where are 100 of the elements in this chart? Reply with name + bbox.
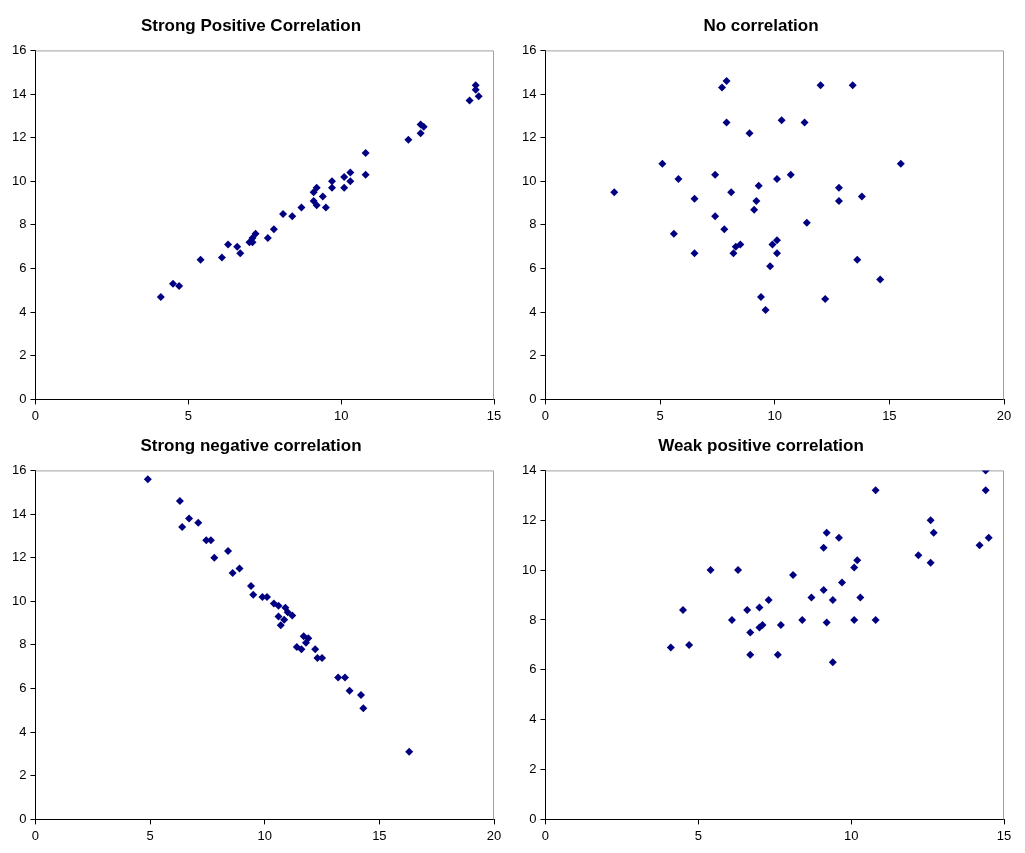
point <box>416 129 425 138</box>
chart-title: Strong Positive Correlation <box>140 15 362 35</box>
y-tick-label: 0 <box>19 390 27 406</box>
point <box>727 615 736 624</box>
point <box>729 249 738 258</box>
y-tick-label: 10 <box>11 592 27 608</box>
point <box>404 135 413 144</box>
point <box>217 253 226 262</box>
point <box>807 593 816 602</box>
point <box>745 129 754 138</box>
point <box>711 212 720 221</box>
point <box>834 533 843 542</box>
point <box>754 181 763 190</box>
point <box>850 615 859 624</box>
x-tick-label: 5 <box>184 407 192 423</box>
point <box>327 177 336 186</box>
point <box>914 551 923 560</box>
point <box>194 518 203 527</box>
x-tick-label: 0 <box>541 407 550 423</box>
point <box>706 566 715 575</box>
point <box>828 658 837 667</box>
point <box>690 194 699 203</box>
x-tick-label: 10 <box>767 407 782 423</box>
point <box>766 262 775 271</box>
point <box>345 686 354 695</box>
point <box>251 229 260 238</box>
x-tick-label: 20 <box>486 827 502 843</box>
point <box>156 292 165 301</box>
x-tick-label: 15 <box>882 407 897 423</box>
point <box>736 240 745 249</box>
point <box>361 170 370 179</box>
point <box>750 205 759 214</box>
point <box>679 606 688 614</box>
point <box>984 533 993 542</box>
y-tick-label: 8 <box>529 216 537 232</box>
y-tick-label: 12 <box>521 129 537 145</box>
point <box>727 188 736 197</box>
point <box>837 578 846 587</box>
point <box>283 608 292 617</box>
point <box>334 673 343 682</box>
point <box>321 203 330 212</box>
point <box>929 528 938 537</box>
y-tick-label: 0 <box>19 810 27 826</box>
point <box>666 643 675 652</box>
point <box>233 242 242 251</box>
y-tick-label: 14 <box>521 461 537 477</box>
y-tick-label: 12 <box>521 511 537 527</box>
point <box>669 229 678 238</box>
point <box>876 275 885 284</box>
y-tick-label: 4 <box>529 303 537 319</box>
point <box>853 255 862 264</box>
point <box>357 691 366 700</box>
point <box>816 81 825 90</box>
point <box>800 118 809 127</box>
point <box>802 218 811 227</box>
point <box>850 563 859 572</box>
point <box>743 606 752 614</box>
point <box>720 225 729 234</box>
y-tick-label: 8 <box>19 216 27 232</box>
y-tick-label: 16 <box>11 461 27 477</box>
y-tick-label: 14 <box>11 505 27 521</box>
x-tick-label: 10 <box>333 407 349 423</box>
x-tick-label: 0 <box>31 827 40 843</box>
y-tick-label: 16 <box>521 41 537 57</box>
point <box>178 523 187 532</box>
point <box>777 116 786 125</box>
point <box>340 183 349 192</box>
point <box>297 645 306 654</box>
point <box>175 281 184 290</box>
y-tick-label: 2 <box>529 347 537 363</box>
y-tick-label: 12 <box>11 549 27 565</box>
y-tick-label: 4 <box>19 723 27 739</box>
point <box>288 212 297 221</box>
y-tick-label: 14 <box>11 85 27 101</box>
y-tick-label: 6 <box>529 260 537 276</box>
point <box>299 632 308 641</box>
point <box>269 599 278 608</box>
point <box>269 225 278 234</box>
point <box>210 553 219 562</box>
y-tick-label: 0 <box>529 390 537 406</box>
point <box>768 240 777 249</box>
point <box>236 249 245 258</box>
x-tick-label: 10 <box>843 827 859 843</box>
y-tick-label: 2 <box>529 761 537 777</box>
x-tick-label: 5 <box>146 827 154 843</box>
x-tick-label: 15 <box>996 827 1012 843</box>
point <box>312 183 321 192</box>
y-tick-label: 8 <box>529 611 537 627</box>
point <box>773 249 782 258</box>
point <box>764 596 773 605</box>
point <box>246 582 255 591</box>
point <box>711 170 720 179</box>
point <box>856 593 865 602</box>
point <box>279 209 288 218</box>
y-tick-label: 0 <box>529 810 537 826</box>
y-tick-label: 4 <box>529 711 537 727</box>
point <box>292 643 301 652</box>
point <box>327 183 336 192</box>
point <box>834 196 843 205</box>
point <box>896 159 905 168</box>
